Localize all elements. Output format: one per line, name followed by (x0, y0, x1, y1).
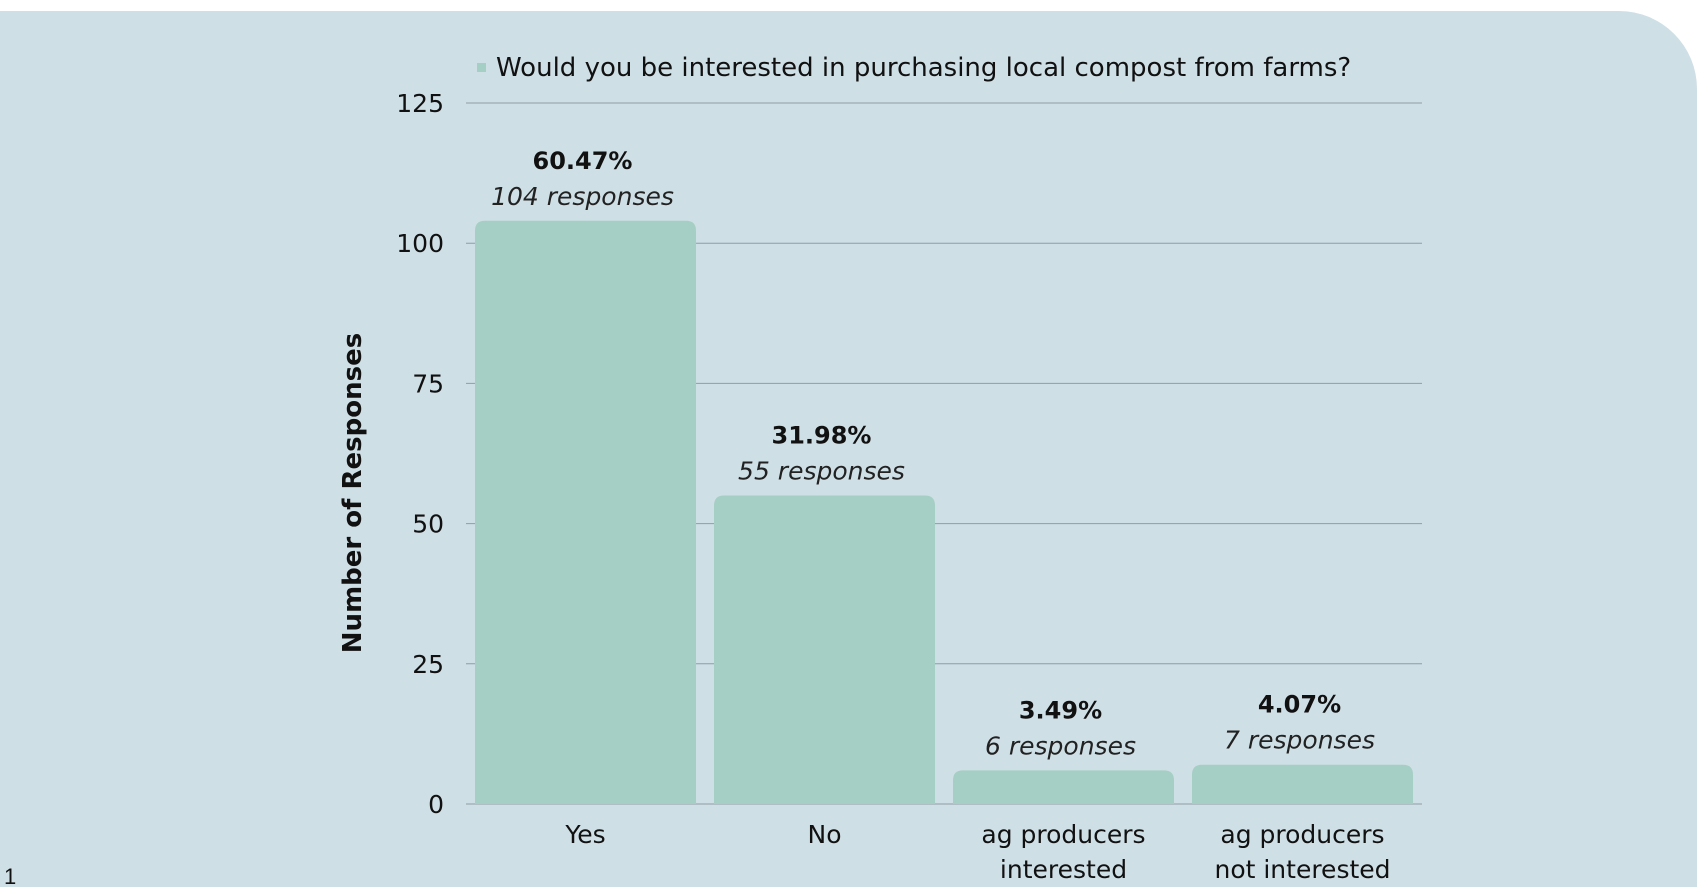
bars (475, 220, 1413, 804)
y-axis-label: Number of Responses (338, 333, 368, 653)
x-axis-tick-labels: Yes No ag producers interested ag producers n… (564, 820, 1390, 884)
legend-label: Would you be interested in purchasing lo… (496, 53, 1351, 83)
x-tick-label-3-1: not interested (1214, 855, 1390, 884)
percent-label-3: 4.07% (1258, 691, 1341, 719)
percent-label-1: 31.98% (772, 422, 872, 450)
page-number: 1 (4, 864, 17, 889)
y-tick-label-0: 0 (428, 790, 444, 819)
y-tick-label-75: 75 (412, 369, 444, 398)
percent-label-2: 3.49% (1019, 696, 1102, 724)
count-label-3: 7 responses (1224, 726, 1375, 755)
y-axis-tick-labels: 0 25 50 75 100 125 (396, 89, 444, 819)
x-tick-label-1-0: No (808, 820, 842, 849)
percent-label-0: 60.47% (533, 147, 633, 175)
bar-0 (475, 220, 696, 804)
bar-3 (1192, 764, 1413, 804)
legend-swatch (477, 63, 486, 72)
x-tick-label-0-0: Yes (564, 820, 605, 849)
y-tick-label-25: 25 (412, 650, 444, 679)
x-tick-label-2-0: ag producers (981, 820, 1145, 849)
bar-1 (714, 495, 935, 804)
legend: Would you be interested in purchasing lo… (477, 53, 1351, 83)
y-tick-label-50: 50 (412, 510, 444, 539)
count-label-1: 55 responses (738, 457, 905, 486)
x-tick-label-3-0: ag producers (1220, 820, 1384, 849)
x-tick-label-2-1: interested (1000, 855, 1127, 884)
y-tick-label-100: 100 (396, 229, 444, 258)
count-label-0: 104 responses (491, 182, 674, 211)
data-labels: 60.47% 104 responses 31.98% 55 responses 3.4… (491, 147, 1375, 761)
y-tick-label-125: 125 (396, 89, 444, 118)
count-label-2: 6 responses (985, 731, 1136, 760)
bar-2 (953, 770, 1174, 804)
